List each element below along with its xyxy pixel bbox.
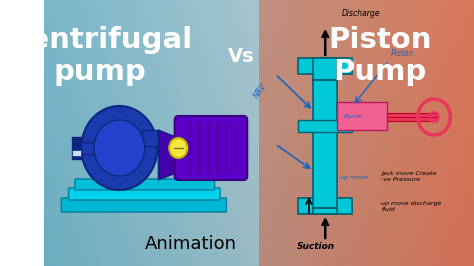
Text: up move: up move <box>340 176 367 181</box>
Bar <box>298 120 353 132</box>
Bar <box>387 113 437 121</box>
Bar <box>313 58 337 214</box>
Text: Discharge: Discharge <box>342 9 380 18</box>
FancyBboxPatch shape <box>175 116 247 180</box>
Text: Vs: Vs <box>228 47 254 65</box>
Bar <box>207 122 210 174</box>
Text: NRV: NRV <box>252 82 268 100</box>
Bar <box>337 102 387 130</box>
FancyBboxPatch shape <box>69 188 220 200</box>
Bar <box>189 122 192 174</box>
Bar <box>226 122 228 174</box>
Text: up move discharge
fluid: up move discharge fluid <box>382 201 442 212</box>
Bar <box>103 164 112 180</box>
FancyBboxPatch shape <box>61 198 227 212</box>
Bar <box>142 130 158 146</box>
Text: Piston
Pump: Piston Pump <box>328 26 431 86</box>
Bar <box>212 164 221 180</box>
Text: Jack move Create
-ve Pressure: Jack move Create -ve Pressure <box>382 171 437 182</box>
Bar <box>298 58 353 74</box>
Bar <box>79 142 95 154</box>
Text: Animation: Animation <box>145 235 237 253</box>
Polygon shape <box>158 130 178 180</box>
Bar <box>72 137 81 159</box>
Bar <box>217 122 219 174</box>
Text: Barrel: Barrel <box>343 114 363 118</box>
Bar <box>298 198 353 214</box>
Bar <box>72 150 81 156</box>
Bar <box>235 122 237 174</box>
Circle shape <box>81 106 157 190</box>
Text: Centrifugal
pump: Centrifugal pump <box>8 26 192 86</box>
Text: Suction: Suction <box>297 242 335 251</box>
Text: Piston: Piston <box>391 49 414 58</box>
FancyBboxPatch shape <box>75 179 215 190</box>
Circle shape <box>169 138 187 158</box>
Bar <box>198 122 201 174</box>
Circle shape <box>94 120 145 176</box>
